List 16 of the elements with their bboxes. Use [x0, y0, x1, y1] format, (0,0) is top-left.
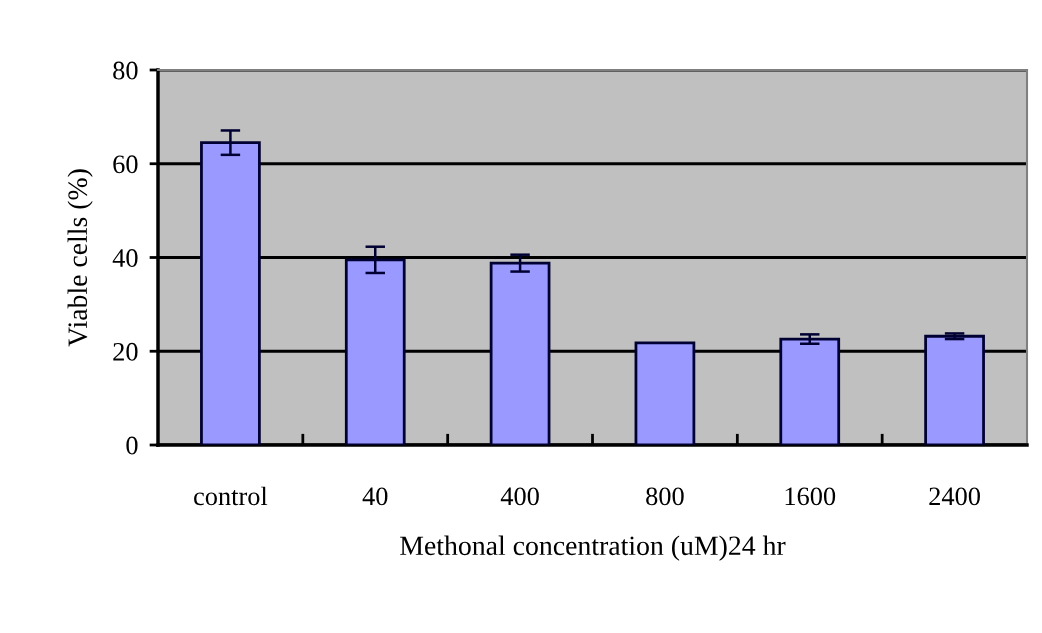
x-tick-label: 2400	[929, 487, 980, 506]
y-tick-label: 60	[113, 155, 138, 174]
x-tick-label: 400	[500, 487, 539, 506]
y-axis-title: Viable cells (%)	[67, 169, 93, 347]
bar	[924, 334, 985, 445]
y-tick-label: 80	[113, 61, 138, 80]
x-axis-title: Methonal concentration (uM)24 hr	[400, 535, 786, 561]
y-tick-label: 20	[113, 342, 138, 361]
y-tick-label: 40	[112, 249, 138, 267]
y-tick-label: 0	[126, 436, 138, 455]
x-tick-label: 800	[646, 487, 684, 506]
x-tick-label: 1600	[785, 487, 836, 506]
bar	[634, 341, 696, 445]
bar	[779, 337, 841, 445]
x-tick-label: 40	[362, 487, 388, 506]
x-tick-label: control	[194, 486, 268, 506]
